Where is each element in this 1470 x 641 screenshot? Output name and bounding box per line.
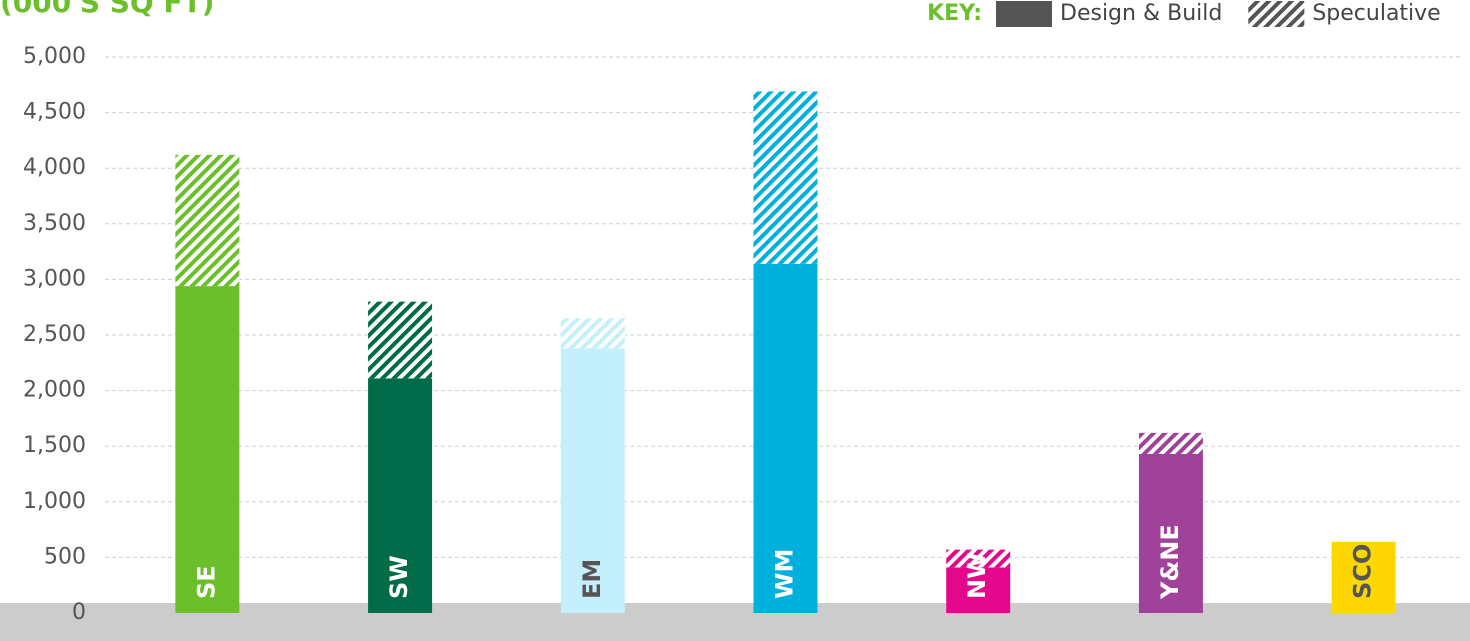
bar-label: SE <box>192 565 220 599</box>
y-tick-label: 5,000 <box>23 44 86 69</box>
bar-segment <box>561 318 625 348</box>
chart: (000'S SQ FT) KEY: 0 500 1,000 1,500 2,000 2,… <box>0 0 1470 641</box>
bar-label: EM <box>578 559 606 599</box>
bar-label: Y&NE <box>1156 524 1184 600</box>
y-tick-label: 4,500 <box>23 100 86 125</box>
bar-segment <box>1139 433 1203 454</box>
bar-segment <box>754 91 818 263</box>
bar-label: SCO <box>1349 544 1377 599</box>
bar-segment <box>175 286 239 613</box>
bar-segment <box>175 155 239 286</box>
y-tick-label: 2,500 <box>23 322 86 347</box>
y-tick-label: 2,000 <box>23 378 86 403</box>
y-tick-label: 4,000 <box>23 155 86 180</box>
legend-label: Design & Build <box>1060 1 1222 26</box>
bar-segment <box>368 302 432 379</box>
y-tick-label: 500 <box>44 544 86 569</box>
key-label: KEY: <box>927 1 982 26</box>
bar-label: NW <box>963 552 991 599</box>
legend-label: Speculative <box>1312 1 1440 26</box>
bar-label: WM <box>771 549 799 599</box>
legend-swatch <box>1248 1 1304 27</box>
y-tick-label: 1,000 <box>23 489 86 514</box>
y-tick-label: 0 <box>72 600 86 625</box>
y-tick-label: 3,500 <box>23 211 86 236</box>
bar-label: SW <box>385 555 413 599</box>
legend-swatch <box>996 1 1052 27</box>
chart-title: (000'S SQ FT) <box>0 0 214 19</box>
y-tick-label: 1,500 <box>23 433 86 458</box>
y-tick-label: 3,000 <box>23 266 86 291</box>
